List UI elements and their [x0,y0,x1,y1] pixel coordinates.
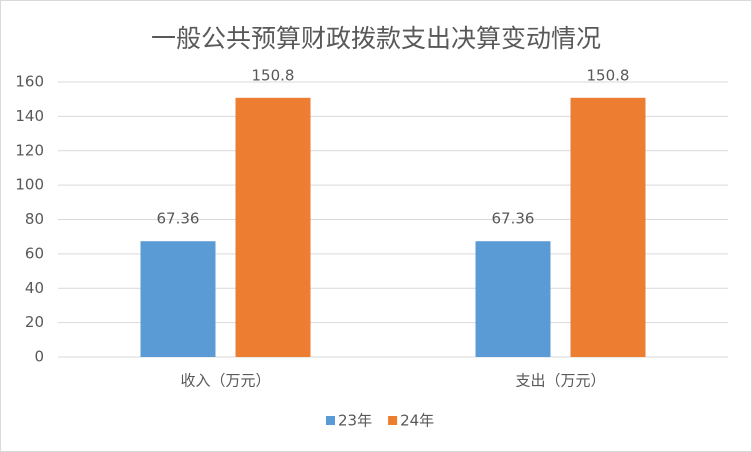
y-tick-label: 80 [25,210,44,228]
legend-swatch [388,416,398,425]
y-tick-label: 60 [25,244,44,262]
bar [140,241,216,357]
value-label: 67.36 [492,210,535,228]
value-label: 150.8 [587,66,630,84]
x-tick-label: 支出（万元） [515,372,605,390]
y-tick-label: 0 [34,348,44,366]
value-label: 67.36 [157,210,200,228]
bar [475,241,551,357]
y-tick-label: 140 [15,107,44,125]
legend-swatch [326,416,335,425]
y-tick-label: 160 [15,73,44,91]
bar [235,97,311,357]
x-tick-label: 收入（万元） [180,372,270,390]
value-label: 150.8 [252,66,295,84]
y-tick-label: 20 [25,313,44,331]
legend-label: 23年 [338,412,372,430]
y-tick-label: 120 [15,141,44,159]
bar [570,97,646,357]
y-tick-label: 40 [25,279,44,297]
y-tick-label: 100 [15,176,44,194]
legend-label: 24年 [400,412,434,430]
chart-title: 一般公共预算财政拨款支出决算变动情况 [151,24,601,53]
